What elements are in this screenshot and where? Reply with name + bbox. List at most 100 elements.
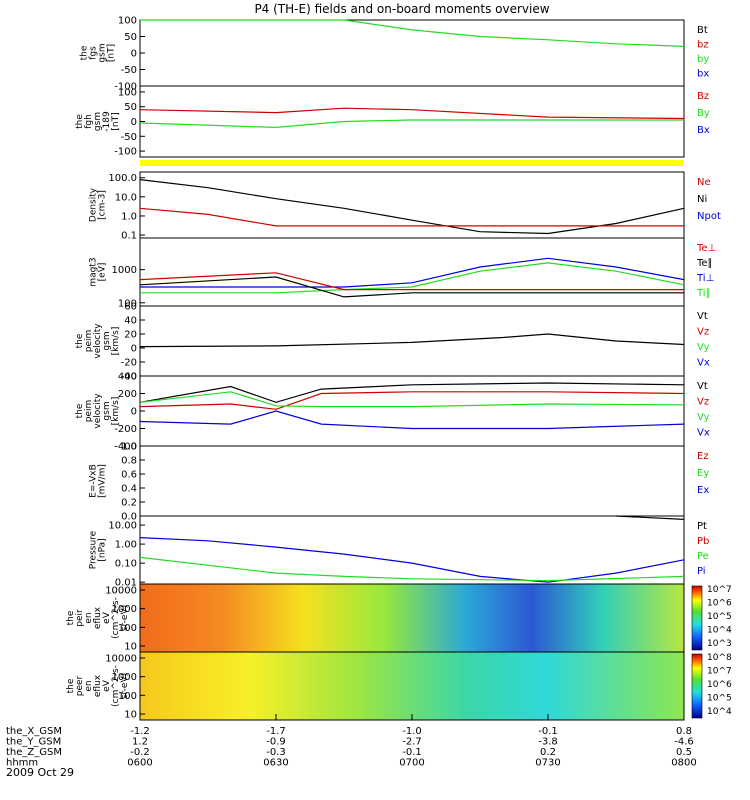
y-axis-label-line: [nT] <box>107 44 117 62</box>
y-tick-label: 0.10 <box>115 559 137 570</box>
y-axis-label-line: Pressure <box>89 530 99 569</box>
legend-Vz: Vz <box>697 327 709 338</box>
y-axis-label-line: fgh <box>84 114 94 129</box>
x-row-value: 0.2 <box>540 747 556 758</box>
x-row-value: -1.7 <box>266 726 286 737</box>
date-label: 2009 Oct 29 <box>6 766 74 779</box>
y-tick-label: 0.1 <box>121 231 137 242</box>
panel-frame-fgh <box>139 85 685 158</box>
y-axis-label-line: [km/s] <box>111 327 121 356</box>
y-axis-label-line: the <box>75 114 85 129</box>
panels-group: 100500-50-100thefgsgsm[nT]Btbzbybx100500… <box>66 16 732 721</box>
series-fgh-By <box>139 119 684 129</box>
x-row-value: -4.6 <box>674 737 694 748</box>
x-row-value: -3.8 <box>538 737 558 748</box>
y-axis-label-line: sr-eV) <box>120 673 130 699</box>
legend-Bz: Bz <box>697 91 709 102</box>
panel-peir: 10^7 10^6 10^5 10^4 10^3 10000 1000 100 10 thepei… <box>66 583 732 653</box>
y-axis-label-peir: thepeirenefluxeV(cm^2-s-sr-eV) <box>66 597 130 639</box>
legend-Vt: Vt <box>697 381 708 392</box>
x-row-label-hhmm: hhmm <box>6 758 38 769</box>
y-axis-label-line: en <box>84 680 94 691</box>
colorbar-tick-label: 10^7 <box>707 667 732 677</box>
x-row-value: -0.2 <box>130 747 150 758</box>
x-row-value: 0800 <box>671 758 696 769</box>
x-row-label-the_Y_GSM: the_Y_GSM <box>6 737 61 748</box>
y-axis-label-line: sr-eV) <box>120 605 130 631</box>
series-pressure-Pi <box>139 537 685 583</box>
x-row-value: 0.5 <box>676 747 692 758</box>
y-axis-label-line: en <box>84 612 94 623</box>
colorbar-tick-label: 10^6 <box>707 599 732 609</box>
y-tick-label: 50 <box>124 32 137 43</box>
colorbar-peir <box>691 585 703 651</box>
y-axis-label-line: [eV] <box>98 263 108 282</box>
y-tick-label: 0.0 <box>121 512 137 523</box>
x-row-value: -2.7 <box>402 737 422 748</box>
x-row-value: -0.1 <box>538 726 558 737</box>
y-tick-label: 0.2 <box>121 498 137 509</box>
y-axis-label-line: eflux <box>93 674 103 697</box>
x-row-value: -0.3 <box>266 747 286 758</box>
y-tick-label: 0.8 <box>121 456 137 467</box>
y-tick-label: -400 <box>114 442 137 453</box>
legend-Ez: Ez <box>697 451 709 462</box>
spectrogram-peir <box>140 584 684 652</box>
series-pressure-Pt <box>615 515 685 520</box>
legend-Ni: Ni <box>697 194 707 205</box>
x-row-value: 0.8 <box>676 726 692 737</box>
y-tick-label: 100.0 <box>108 173 137 184</box>
series-velocity_i-Vz <box>139 391 685 410</box>
panel-temp: 1000 100 magt3[eV] Te⊥ Te∥ Ti⊥ Ti∥ <box>89 237 716 309</box>
colorbar-tick-label: 10^3 <box>707 639 732 649</box>
colorbar-tick-label: 10^6 <box>707 680 732 690</box>
x-row-value: -0.9 <box>266 737 286 748</box>
y-axis-label-line: the <box>66 610 76 625</box>
legend-Te⊥: Te⊥ <box>696 243 716 254</box>
legend-Ti⊥: Ti⊥ <box>696 273 714 284</box>
legend-Vz: Vz <box>697 397 709 408</box>
colorbar-tick-label: 10^7 <box>707 585 732 595</box>
y-axis-label-line: Density <box>89 187 99 222</box>
x-row-value: 1.2 <box>132 737 148 748</box>
chart-title: P4 (TH-E) fields and on-board moments ov… <box>254 2 549 16</box>
colorbar-tick-label: 10^5 <box>707 612 732 622</box>
legend-Pe: Pe <box>697 551 709 562</box>
x-row-value: -1.0 <box>402 726 422 737</box>
legend-Pi: Pi <box>697 566 706 577</box>
panel-efield: 1.0 0.8 0.6 0.4 0.2 0.0 E=-VxB[mV/m] Ez Ey Ex <box>89 442 710 523</box>
legend-by: by <box>697 54 709 65</box>
panel-frame-density <box>139 171 685 239</box>
y-axis-label-peer: thepeerenefluxeV(cm^2-s-sr-eV) <box>66 665 130 707</box>
y-axis-label-line: peir <box>75 609 85 627</box>
y-tick-label: 100 <box>118 87 137 98</box>
y-tick-label: 0 <box>131 344 137 355</box>
y-axis-label-line: the <box>66 678 76 693</box>
legend-Ey: Ey <box>697 468 709 479</box>
panel-density: 100.0 10.0 1.0 0.1 Density[cm-3] Ne Ni Npot <box>89 171 721 242</box>
y-tick-label: 100 <box>118 298 137 309</box>
legend-Vy: Vy <box>697 412 710 423</box>
panel-fgh: 100 50 0 -50 -100 thefghgsm-189[nT] Bz By Bx <box>75 85 710 158</box>
y-axis-label-velocity_i: thepeimvelocitygsm[km/s] <box>75 393 121 429</box>
y-axis-label-line: gsm <box>102 331 112 350</box>
y-tick-label: 0 <box>131 407 137 418</box>
colorbar-tick-label: 10^8 <box>707 653 732 663</box>
x-axis-rows: the_X_GSM -1.2 -1.7 -1.0 -0.1 0.8 the_Y_GSM 1.2… <box>6 714 697 769</box>
x-row-label-the_X_GSM: the_X_GSM <box>6 726 62 737</box>
y-tick-label: -100 <box>114 147 137 158</box>
y-axis-label-line: eV <box>102 679 112 692</box>
y-axis-label-line: [km/s] <box>111 397 121 426</box>
y-axis-label-line: peim <box>84 400 94 423</box>
y-tick-label: 1000 <box>112 672 137 683</box>
legend-bx: bx <box>697 69 709 80</box>
legend-Ne: Ne <box>697 177 711 188</box>
y-tick-label: 100 <box>118 16 137 27</box>
series-density-Ne <box>139 207 684 227</box>
y-tick-label: 0.4 <box>121 484 137 495</box>
y-axis-label-line: gsm <box>98 43 108 62</box>
y-axis-label-line: velocity <box>93 323 103 359</box>
series-velocity_i-Vy <box>139 391 685 408</box>
x-row-label-the_Z_GSM: the_Z_GSM <box>6 747 62 758</box>
y-tick-label: 40 <box>124 316 137 327</box>
